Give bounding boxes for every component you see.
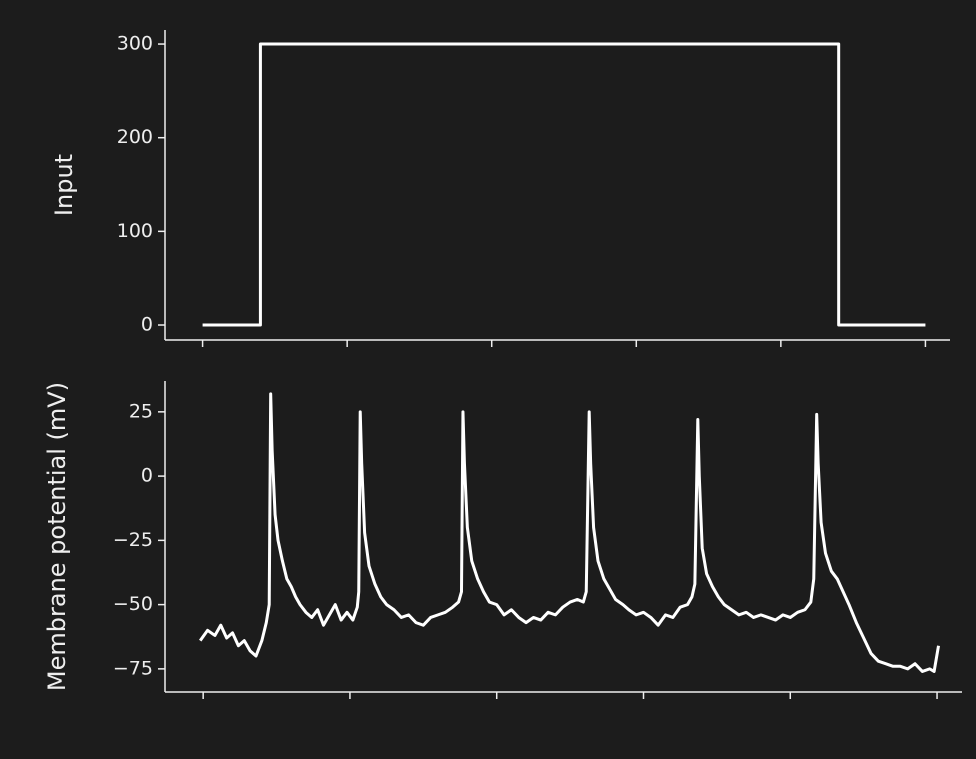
y-tick-label: 0 [141, 465, 153, 487]
y-tick-label: 25 [129, 400, 153, 422]
y-axis-label: Input [50, 154, 78, 216]
y-tick-label: 100 [117, 220, 153, 242]
y-tick-label: 0 [141, 314, 153, 336]
data-line [199, 392, 940, 673]
data-line [202, 42, 926, 327]
y-tick-label: −50 [113, 593, 153, 615]
y-tick-label: 200 [117, 126, 153, 148]
y-tick-label: −75 [113, 657, 153, 679]
y-axis-label: Membrane potential (mV) [43, 382, 71, 691]
y-tick-label: 300 [117, 33, 153, 55]
y-tick-label: −25 [113, 529, 153, 551]
